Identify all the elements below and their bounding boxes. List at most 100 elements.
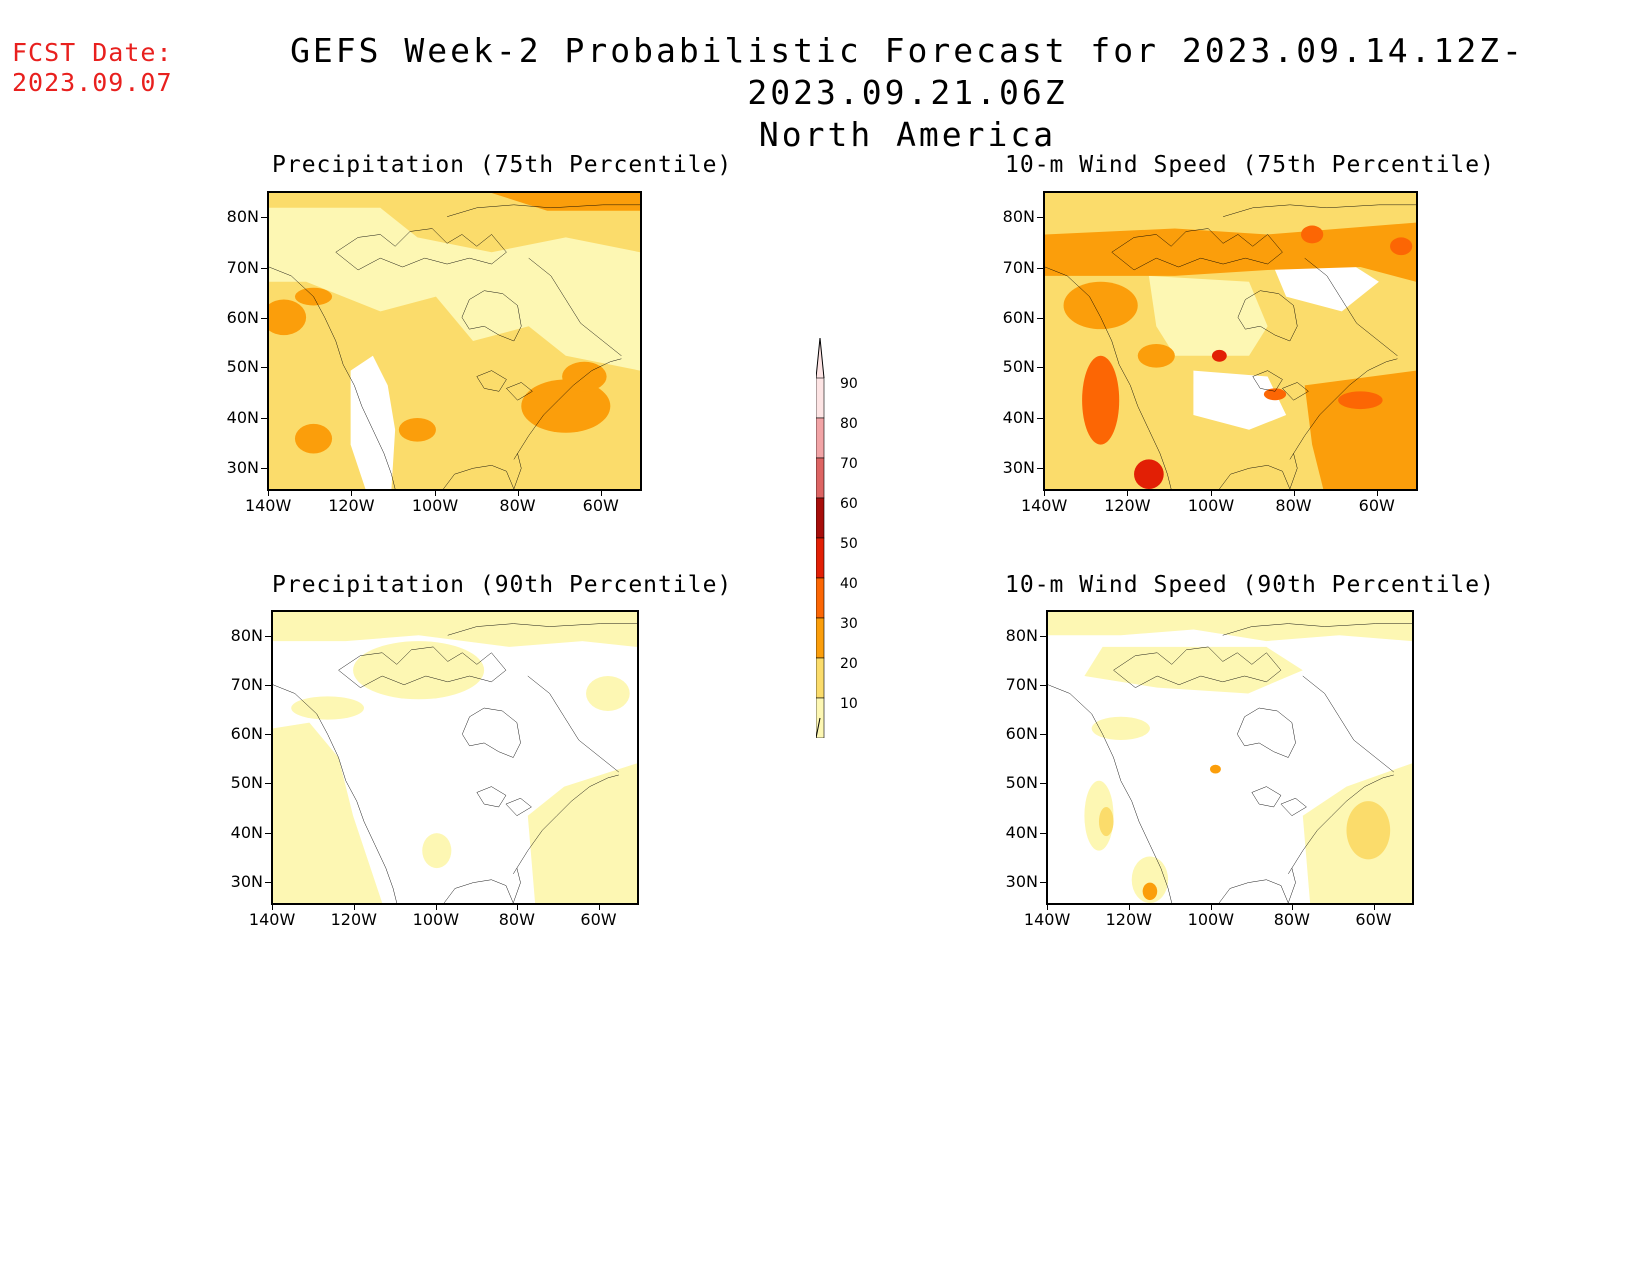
lat-tick-mark	[265, 734, 271, 736]
lat-tick-label: 70N	[226, 257, 259, 277]
coastline	[1282, 382, 1308, 400]
light-patch	[353, 641, 485, 700]
lon-tick-mark	[598, 905, 600, 910]
lat-tick-label: 40N	[1002, 407, 1035, 427]
lon-tick-mark	[1376, 491, 1378, 496]
coastline	[506, 798, 531, 815]
light-region	[1148, 275, 1268, 356]
lon-tick-mark	[1127, 491, 1129, 496]
coastline	[1219, 465, 1289, 489]
colorbar-label: 70	[840, 456, 858, 472]
coastline	[528, 676, 619, 772]
lat-tick-label: 30N	[1005, 871, 1038, 891]
colorbar-segment	[815, 497, 825, 539]
lat-tick-mark	[265, 832, 271, 834]
lat-tick-label: 60N	[226, 307, 259, 327]
lon-tick-label: 140W	[244, 496, 292, 515]
coastline	[514, 359, 622, 460]
fcst-date-value: 2023.09.07	[12, 68, 173, 97]
colorbar-label: 90	[840, 376, 858, 392]
lat-tick-label: 50N	[1002, 357, 1035, 377]
coastline	[444, 880, 513, 903]
lat-tick-mark	[265, 685, 271, 687]
light-patch	[586, 676, 630, 711]
wet-region	[491, 193, 640, 211]
coastline	[1045, 267, 1171, 489]
light-patch	[291, 696, 364, 720]
colorbar-label: 10	[840, 696, 858, 712]
light-region	[273, 722, 383, 903]
windy-region	[1304, 370, 1416, 489]
coastline	[462, 708, 520, 757]
light-patch	[1091, 716, 1150, 741]
lat-tick-mark	[1040, 783, 1046, 785]
windy-patch	[1082, 355, 1120, 445]
lon-tick-label: 60W	[1358, 496, 1395, 515]
lat-tick-label: 30N	[1002, 457, 1035, 477]
lon-tick-mark	[517, 491, 519, 496]
panel-title-precip90: Precipitation (90th Percentile)	[272, 572, 733, 598]
map-canvas	[1048, 612, 1412, 903]
lat-tick-label: 50N	[230, 773, 263, 793]
colorbar	[815, 337, 876, 739]
fcst-date-label: FCST Date:	[12, 38, 173, 67]
lat-tick-mark	[1037, 217, 1043, 219]
title-line-2: North America	[758, 115, 1057, 154]
wet-patch	[398, 417, 436, 442]
coastline	[1303, 676, 1394, 772]
lat-tick-label: 60N	[1005, 724, 1038, 744]
lon-tick-label: 140W	[1020, 496, 1068, 515]
lat-tick-mark	[261, 317, 267, 319]
panel-title-wind75: 10-m Wind Speed (75th Percentile)	[1005, 152, 1495, 178]
coastline	[273, 685, 397, 903]
colorbar-segment	[815, 377, 825, 419]
windy-patch	[1209, 764, 1221, 774]
lat-tick-label: 30N	[226, 457, 259, 477]
windy-region	[1045, 222, 1416, 282]
panel-title-precip75: Precipitation (75th Percentile)	[272, 152, 733, 178]
lon-tick-mark	[1373, 905, 1375, 910]
wet-patch	[521, 379, 611, 433]
coastline	[462, 291, 521, 341]
lon-tick-mark	[1044, 491, 1046, 496]
map-precip-90th	[271, 610, 639, 905]
lat-tick-label: 80N	[1005, 625, 1038, 645]
lat-tick-mark	[1037, 367, 1043, 369]
colorbar-segment	[815, 537, 825, 579]
lon-tick-label: 60W	[1355, 910, 1392, 929]
lon-tick-label: 120W	[1105, 910, 1152, 929]
lat-tick-mark	[261, 467, 267, 469]
lon-tick-label: 60W	[580, 910, 617, 929]
lon-tick-label: 140W	[248, 910, 296, 929]
lon-tick-label: 100W	[411, 496, 459, 515]
title-line-1: GEFS Week-2 Probabilistic Forecast for 2…	[290, 31, 1525, 112]
coastline	[1219, 880, 1288, 903]
light-region	[1084, 646, 1303, 694]
coastline	[1252, 787, 1281, 807]
coastline	[339, 647, 506, 688]
light-region	[269, 207, 640, 371]
lat-tick-mark	[1040, 635, 1046, 637]
calm-region	[1193, 370, 1287, 430]
windy-patch	[1063, 281, 1138, 330]
windy-patch	[1263, 388, 1287, 401]
colorbar-segment	[815, 617, 825, 659]
lat-tick-label: 50N	[226, 357, 259, 377]
colorbar-segment	[815, 417, 825, 459]
lat-tick-mark	[1037, 417, 1043, 419]
lat-tick-mark	[265, 783, 271, 785]
coastline	[1223, 624, 1412, 636]
lon-tick-mark	[1047, 905, 1049, 910]
coastline	[513, 775, 619, 874]
lat-tick-label: 40N	[226, 407, 259, 427]
lat-tick-mark	[1037, 267, 1043, 269]
coastline	[477, 371, 507, 392]
lon-tick-mark	[1211, 491, 1212, 496]
lat-tick-label: 60N	[230, 724, 263, 744]
coastline	[1238, 291, 1297, 341]
map-canvas	[273, 612, 637, 903]
coastline	[443, 465, 513, 489]
lat-tick-mark	[261, 417, 267, 419]
coastline	[1305, 258, 1398, 356]
colorbar-segment	[815, 457, 825, 499]
